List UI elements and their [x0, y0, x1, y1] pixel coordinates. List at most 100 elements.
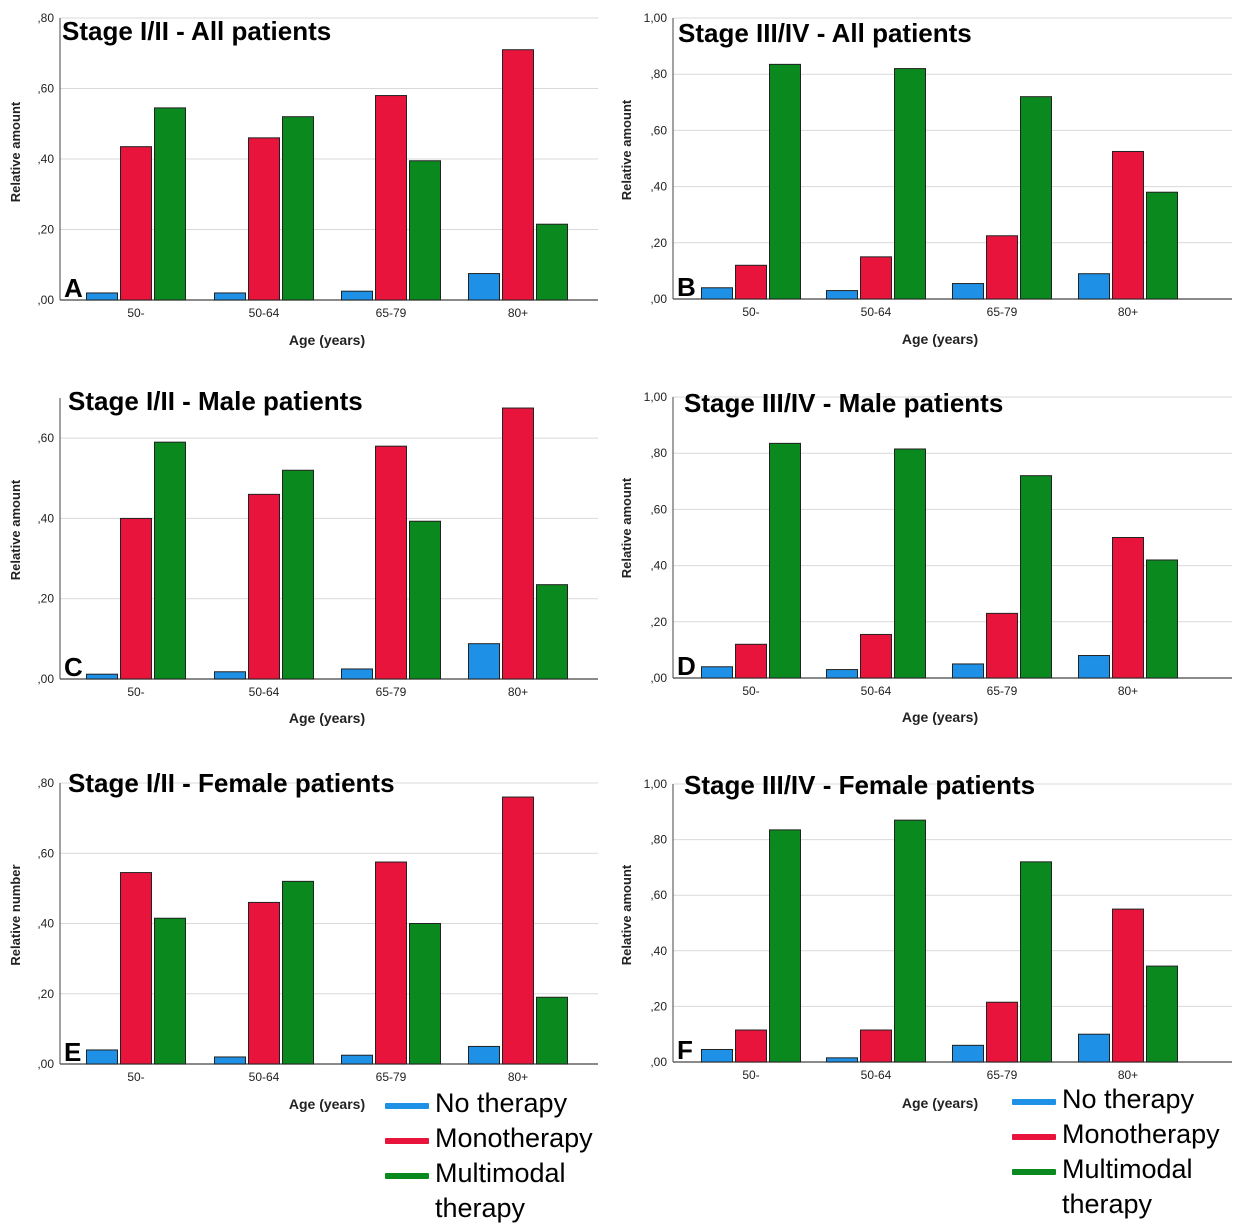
chart-panel-f: ,00 ,20 ,40 ,60 ,80 1,00 50- 50-64 65-79 80+ Age (…	[619, 770, 1232, 1111]
panel-letter: F	[677, 1035, 693, 1065]
y-tick-label: ,80	[37, 776, 54, 790]
bar-multimodal	[1020, 96, 1052, 300]
bar-multimodal	[894, 448, 926, 679]
bar-monotherapy	[248, 137, 280, 301]
legend-item-no-therapy: No therapy	[385, 1086, 625, 1121]
legend-swatch	[385, 1173, 429, 1179]
chart-panel-b: ,00 ,20 ,40 ,60 ,80 1,00 50- 50-64 65-79 80+ Age (…	[619, 11, 1232, 347]
bar-no-therapy	[468, 1045, 500, 1065]
bar-no-therapy	[1078, 1033, 1110, 1063]
y-tick-label: 1,00	[644, 777, 668, 791]
chart-panel-a: ,00 ,20 ,40 ,60 ,80 50- 50-64 65-79 80+ Age (year…	[8, 11, 598, 348]
bar-multimodal	[1146, 965, 1178, 1063]
y-tick-label: ,80	[650, 833, 667, 847]
bar-monotherapy	[120, 146, 152, 301]
bar-monotherapy	[860, 1029, 892, 1063]
y-tick-label: ,00	[37, 293, 54, 307]
x-tick-label: 50-	[127, 1070, 144, 1084]
bar-no-therapy	[341, 1054, 373, 1065]
y-tick-label: ,00	[650, 1055, 667, 1069]
bar-no-therapy	[86, 292, 118, 301]
y-axis-label: Relative amount	[8, 479, 23, 580]
bar-multimodal	[282, 880, 314, 1065]
x-tick-label: 50-64	[861, 684, 892, 698]
y-axis-label: Relative amount	[619, 99, 634, 200]
bar-monotherapy	[986, 1001, 1018, 1063]
bar-multimodal	[154, 917, 186, 1065]
bar-no-therapy	[952, 283, 984, 300]
y-axis-label: Relative amount	[8, 101, 23, 202]
y-tick-label: ,80	[650, 67, 667, 81]
chart-title: Stage I/II - Female patients	[68, 768, 395, 798]
x-tick-label: 80+	[508, 1070, 528, 1084]
bar-monotherapy	[502, 407, 534, 680]
bar-monotherapy	[502, 796, 534, 1065]
bar-no-therapy	[826, 290, 858, 300]
bar-monotherapy	[1112, 150, 1144, 300]
bar-multimodal	[409, 160, 441, 301]
bar-no-therapy	[826, 1057, 858, 1063]
bar-monotherapy	[120, 517, 152, 680]
bar-monotherapy	[1112, 537, 1144, 679]
x-tick-label: 65-79	[376, 1070, 407, 1084]
x-axis-label: Age (years)	[902, 331, 978, 347]
x-tick-label: 50-	[742, 1068, 759, 1082]
y-tick-label: ,20	[37, 223, 54, 237]
y-tick-label: ,20	[37, 987, 54, 1001]
legend-label: No therapy	[435, 1088, 568, 1118]
y-tick-label: ,60	[37, 431, 54, 445]
legend-swatch	[1012, 1099, 1056, 1105]
bar-monotherapy	[375, 95, 407, 301]
x-axis-label: Age (years)	[289, 1096, 365, 1112]
y-tick-label: ,00	[650, 671, 667, 685]
bar-monotherapy	[735, 643, 767, 679]
legend-label: Multimodal therapy	[1062, 1154, 1193, 1219]
bar-no-therapy	[701, 1048, 733, 1063]
y-tick-label: ,40	[37, 511, 54, 525]
legend-swatch	[1012, 1134, 1056, 1140]
bar-multimodal	[769, 442, 801, 679]
y-tick-label: ,00	[37, 672, 54, 686]
bar-no-therapy	[952, 663, 984, 679]
bar-multimodal	[282, 469, 314, 680]
y-tick-label: ,80	[650, 446, 667, 460]
legend-item-monotherapy: Monotherapy	[1012, 1117, 1241, 1152]
chart-panel-c: ,00 ,20 ,40 ,60 50- 50-64 65-79 80+ Age (years) R…	[8, 386, 598, 726]
bar-monotherapy	[735, 1029, 767, 1063]
legend-swatch	[1012, 1169, 1056, 1175]
bar-multimodal	[894, 819, 926, 1063]
y-tick-label: ,60	[37, 82, 54, 96]
y-tick-label: ,20	[650, 999, 667, 1013]
legend-label: No therapy	[1062, 1084, 1195, 1114]
bar-no-therapy	[341, 668, 373, 680]
x-tick-label: 50-64	[249, 306, 280, 320]
x-tick-label: 50-64	[861, 1068, 892, 1082]
legend-swatch	[385, 1138, 429, 1144]
y-tick-label: ,80	[37, 11, 54, 25]
y-axis-label: Relative amount	[619, 864, 634, 965]
bar-monotherapy	[248, 493, 280, 680]
bar-monotherapy	[375, 445, 407, 680]
x-tick-label: 50-	[127, 685, 144, 699]
bar-no-therapy	[214, 671, 246, 680]
bar-multimodal	[1020, 475, 1052, 679]
x-axis-label: Age (years)	[902, 1095, 978, 1111]
y-tick-label: ,60	[650, 888, 667, 902]
panel-letter: C	[64, 652, 83, 682]
chart-title: Stage III/IV - All patients	[678, 18, 972, 48]
chart-panel-e: ,00 ,20 ,40 ,60 ,80 50- 50-64 65-79 80+ Age (year…	[8, 768, 598, 1112]
legend-right: No therapy Monotherapy Multimodal therapy	[1012, 1082, 1241, 1222]
x-tick-label: 50-	[742, 684, 759, 698]
legend-label: Monotherapy	[435, 1123, 593, 1153]
x-tick-label: 65-79	[987, 684, 1018, 698]
bar-no-therapy	[826, 669, 858, 679]
y-axis-label: Relative number	[8, 864, 23, 965]
y-tick-label: ,20	[650, 615, 667, 629]
bar-monotherapy	[502, 49, 534, 301]
x-axis-label: Age (years)	[902, 709, 978, 725]
y-tick-label: ,60	[650, 123, 667, 137]
y-tick-label: 1,00	[644, 390, 668, 404]
chart-title: Stage I/II - All patients	[62, 16, 331, 46]
legend-item-no-therapy: No therapy	[1012, 1082, 1241, 1117]
